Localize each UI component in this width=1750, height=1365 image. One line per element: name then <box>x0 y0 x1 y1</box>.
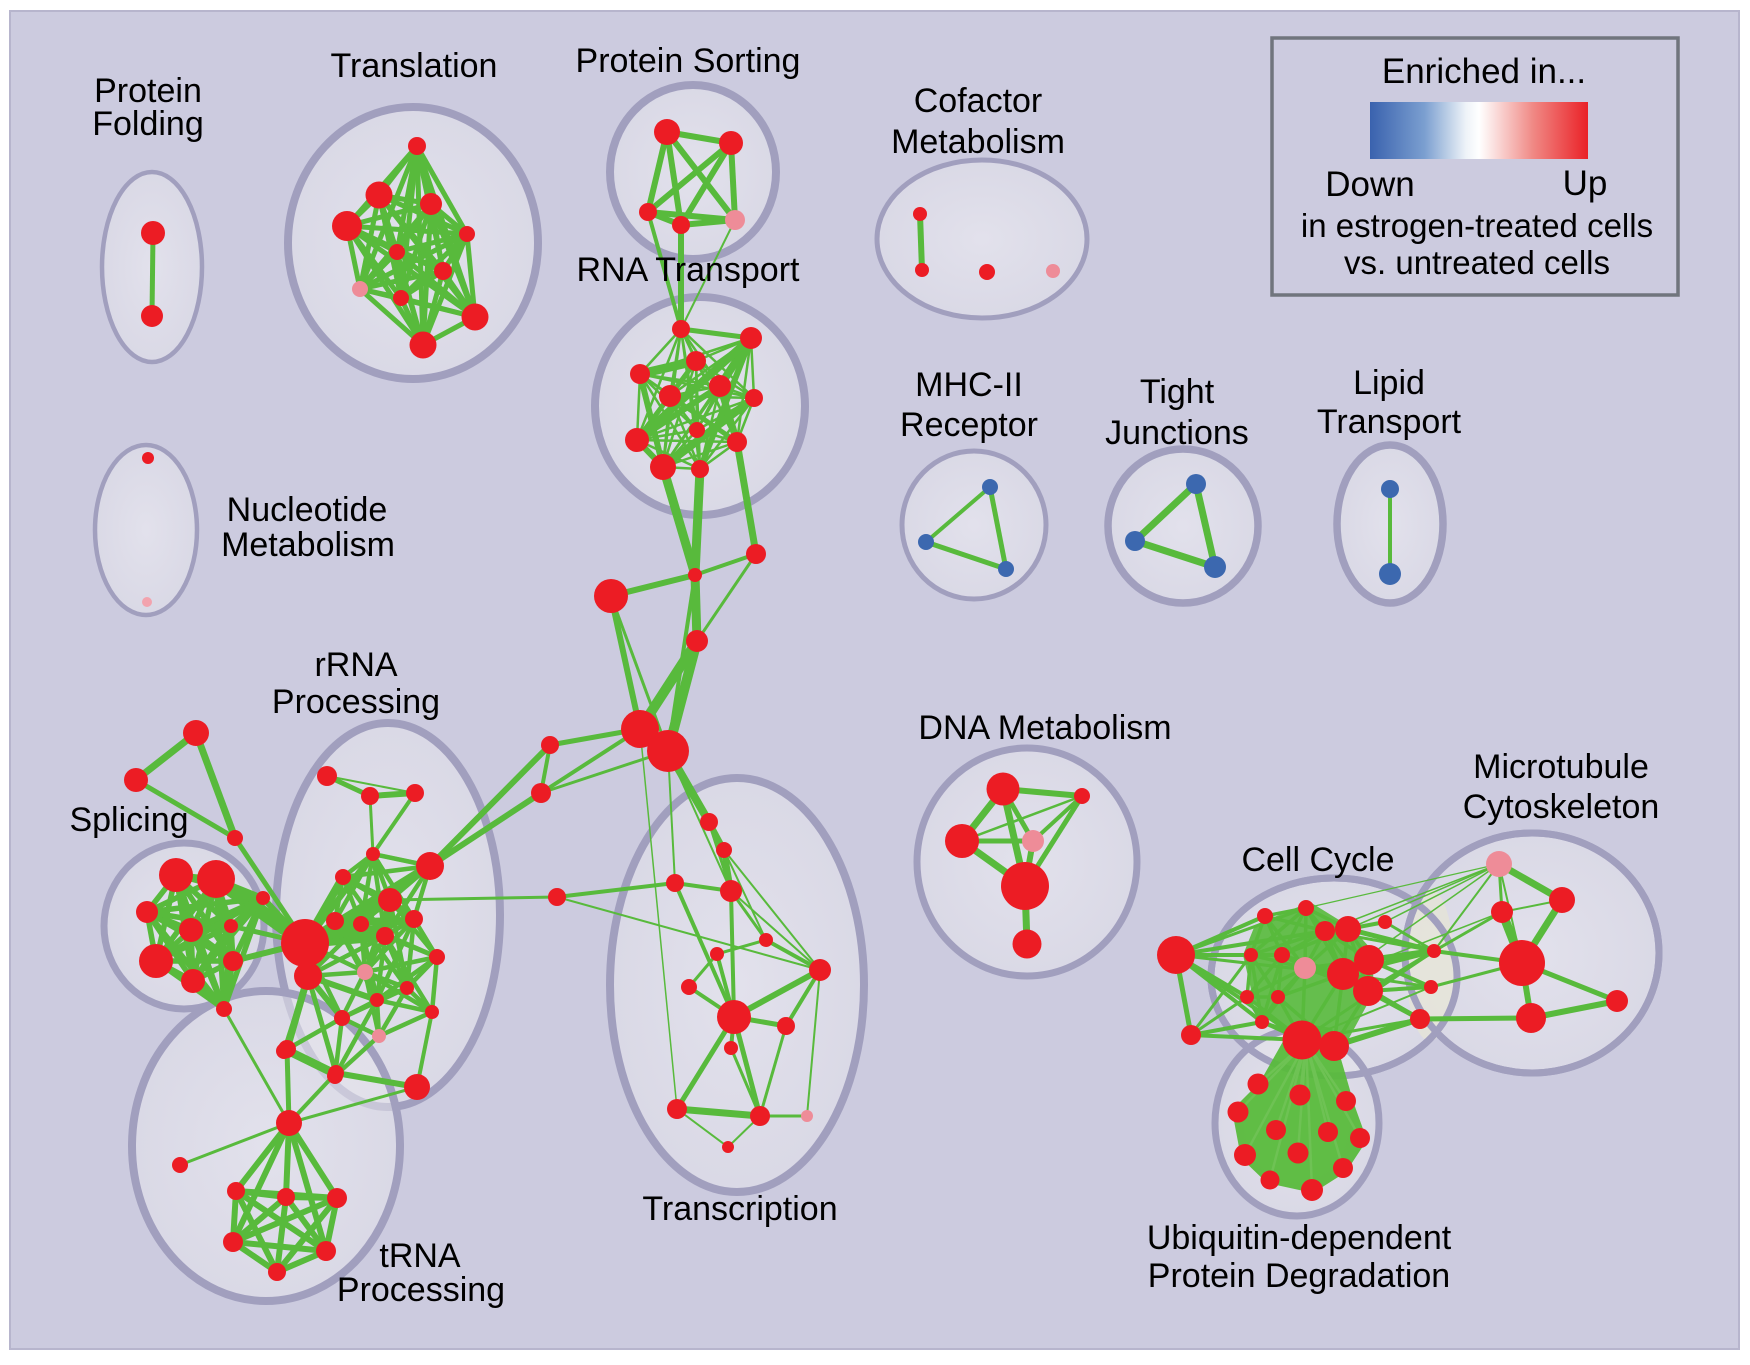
svg-text:Up: Up <box>1563 164 1608 203</box>
svg-text:Folding: Folding <box>92 105 204 143</box>
svg-text:Receptor: Receptor <box>900 406 1038 444</box>
svg-text:Ubiquitin-dependent: Ubiquitin-dependent <box>1147 1219 1452 1257</box>
svg-text:RNA Transport: RNA Transport <box>577 251 801 289</box>
svg-text:Processing: Processing <box>337 1271 505 1309</box>
svg-text:Nucleotide: Nucleotide <box>227 491 388 529</box>
svg-text:Transcription: Transcription <box>642 1190 837 1228</box>
svg-text:Microtubule: Microtubule <box>1473 748 1649 786</box>
svg-text:Enriched in...: Enriched in... <box>1382 52 1586 91</box>
svg-text:Translation: Translation <box>331 47 498 85</box>
svg-text:Transport: Transport <box>1317 403 1462 441</box>
svg-text:Metabolism: Metabolism <box>891 123 1065 161</box>
svg-text:Cofactor: Cofactor <box>914 82 1043 120</box>
svg-text:Cytoskeleton: Cytoskeleton <box>1463 788 1660 826</box>
svg-text:MHC-II: MHC-II <box>915 366 1023 404</box>
svg-text:Down: Down <box>1325 165 1414 204</box>
svg-text:Protein Sorting: Protein Sorting <box>576 42 801 80</box>
svg-text:Junctions: Junctions <box>1105 414 1249 452</box>
svg-text:Splicing: Splicing <box>69 801 188 839</box>
svg-text:in estrogen-treated cells: in estrogen-treated cells <box>1301 207 1653 244</box>
svg-text:Processing: Processing <box>272 683 440 721</box>
svg-text:vs. untreated cells: vs. untreated cells <box>1344 244 1610 281</box>
svg-text:Metabolism: Metabolism <box>221 526 395 564</box>
svg-text:tRNA: tRNA <box>379 1237 461 1275</box>
svg-text:DNA Metabolism: DNA Metabolism <box>918 709 1171 747</box>
svg-text:rRNA: rRNA <box>314 646 397 684</box>
svg-text:Protein Degradation: Protein Degradation <box>1148 1257 1450 1295</box>
svg-text:Lipid: Lipid <box>1353 364 1425 402</box>
svg-text:Tight: Tight <box>1140 373 1215 411</box>
svg-text:Protein: Protein <box>94 72 202 110</box>
svg-text:Cell Cycle: Cell Cycle <box>1241 841 1394 879</box>
